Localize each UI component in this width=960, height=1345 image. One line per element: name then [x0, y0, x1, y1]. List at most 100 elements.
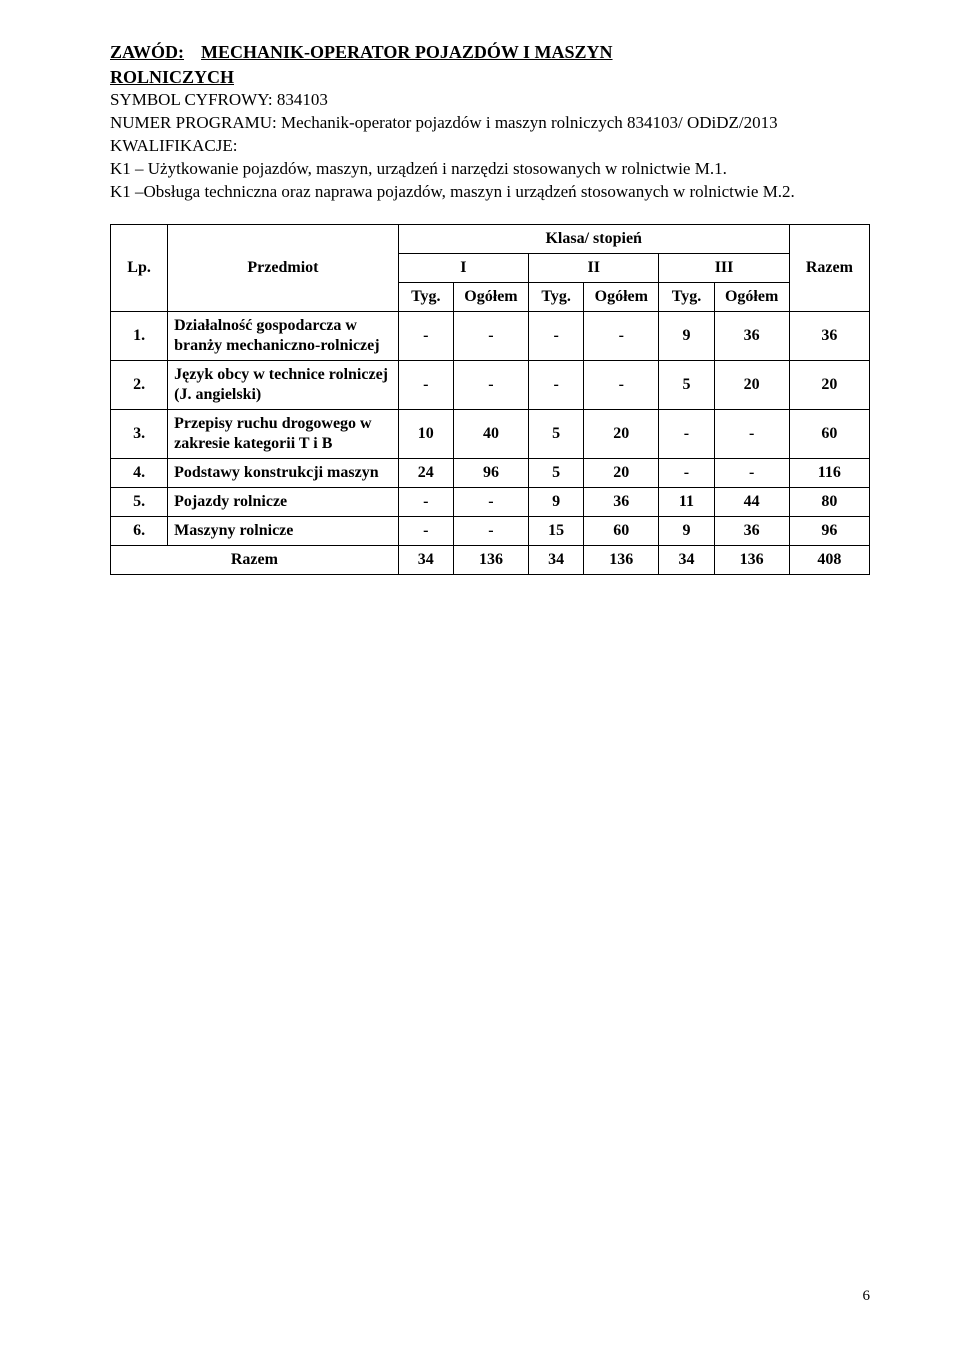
table-row-total: Razem 34 136 34 136 34 136 408: [111, 545, 870, 574]
cell-subject: Pojazdy rolnicze: [168, 487, 399, 516]
table-body: 1. Działalność gospodarcza w branży mech…: [111, 311, 870, 574]
table-row: 2. Język obcy w technice rolniczej(J. an…: [111, 360, 870, 409]
th-III: III: [659, 253, 789, 282]
th-razem: Razem: [789, 224, 869, 311]
page: ZAWÓD: MECHANIK-OPERATOR POJAZDÓW I MASZ…: [0, 0, 960, 1345]
cell: 10: [398, 409, 453, 458]
symbol-line: SYMBOL CYFROWY: 834103: [110, 89, 870, 112]
cell: 20: [584, 458, 659, 487]
cell-subject: Maszyny rolnicze: [168, 516, 399, 545]
cell: 136: [584, 545, 659, 574]
cell: -: [714, 458, 789, 487]
cell: 36: [714, 516, 789, 545]
cell: 60: [789, 409, 869, 458]
cell: 24: [398, 458, 453, 487]
numer-line: NUMER PROGRAMU: Mechanik-operator pojazd…: [110, 112, 870, 135]
cell: -: [453, 516, 528, 545]
th-III-tyg: Tyg.: [659, 282, 714, 311]
cell: -: [529, 360, 584, 409]
table-head: Lp. Przedmiot Klasa/ stopień Razem I II …: [111, 224, 870, 311]
cell: -: [453, 487, 528, 516]
cell: 34: [529, 545, 584, 574]
th-przedmiot: Przedmiot: [168, 224, 399, 311]
cell: 5: [529, 458, 584, 487]
cell-lp: 2.: [111, 360, 168, 409]
cell: 44: [714, 487, 789, 516]
th-I-tyg: Tyg.: [398, 282, 453, 311]
nbsp: [188, 43, 197, 62]
cell: 408: [789, 545, 869, 574]
th-III-ogolem: Ogółem: [714, 282, 789, 311]
th-lp: Lp.: [111, 224, 168, 311]
zawod-line-1: ZAWÓD: MECHANIK-OPERATOR POJAZDÓW I MASZ…: [110, 40, 870, 65]
symbol-value: 834103: [277, 90, 328, 109]
cell: -: [529, 311, 584, 360]
cell: -: [714, 409, 789, 458]
cell-razem-label: Razem: [111, 545, 399, 574]
cell: 34: [398, 545, 453, 574]
kwal-k2: K1 –Obsługa techniczna oraz naprawa poja…: [110, 181, 870, 204]
cell-lp: 6.: [111, 516, 168, 545]
table-row: 5. Pojazdy rolnicze - - 9 36 11 44 80: [111, 487, 870, 516]
cell: -: [398, 487, 453, 516]
cell: -: [398, 516, 453, 545]
symbol-label: SYMBOL CYFROWY:: [110, 90, 273, 109]
cell: 9: [659, 516, 714, 545]
cell: 36: [789, 311, 869, 360]
head-row-1: Lp. Przedmiot Klasa/ stopień Razem: [111, 224, 870, 253]
cell: 36: [714, 311, 789, 360]
cell: -: [453, 360, 528, 409]
th-II: II: [529, 253, 659, 282]
zawod-name-1: MECHANIK-OPERATOR POJAZDÓW I MASZYN: [201, 42, 613, 62]
numer-value: Mechanik-operator pojazdów i maszyn roln…: [281, 113, 778, 132]
page-number: 6: [863, 1288, 871, 1305]
cell-lp: 4.: [111, 458, 168, 487]
cell: 60: [584, 516, 659, 545]
cell-subject: Działalność gospodarcza w branży mechani…: [168, 311, 399, 360]
cell-subject: Przepisy ruchu drogowego w zakresie kate…: [168, 409, 399, 458]
cell: 20: [789, 360, 869, 409]
cell: 9: [529, 487, 584, 516]
cell: -: [584, 311, 659, 360]
th-II-tyg: Tyg.: [529, 282, 584, 311]
cell: 11: [659, 487, 714, 516]
cell-lp: 5.: [111, 487, 168, 516]
cell: -: [659, 409, 714, 458]
kwal-k1: K1 – Użytkowanie pojazdów, maszyn, urząd…: [110, 158, 870, 181]
cell: -: [398, 311, 453, 360]
cell: -: [659, 458, 714, 487]
zawod-name-2: ROLNICZYCH: [110, 65, 870, 89]
table-row: 1. Działalność gospodarcza w branży mech…: [111, 311, 870, 360]
cell: 36: [584, 487, 659, 516]
cell: 34: [659, 545, 714, 574]
cell: 40: [453, 409, 528, 458]
cell: 15: [529, 516, 584, 545]
table-row: 4. Podstawy konstrukcji maszyn 24 96 5 2…: [111, 458, 870, 487]
cell: 20: [714, 360, 789, 409]
numer-label: NUMER PROGRAMU:: [110, 113, 277, 132]
cell: -: [398, 360, 453, 409]
cell: 116: [789, 458, 869, 487]
table-row: 6. Maszyny rolnicze - - 15 60 9 36 96: [111, 516, 870, 545]
cell-subject: Podstawy konstrukcji maszyn: [168, 458, 399, 487]
zawod-label: ZAWÓD:: [110, 42, 184, 62]
th-I: I: [398, 253, 528, 282]
cell: 20: [584, 409, 659, 458]
cell: 9: [659, 311, 714, 360]
cell: 96: [789, 516, 869, 545]
kwal-label: KWALIFIKACJE:: [110, 135, 870, 158]
header-block: ZAWÓD: MECHANIK-OPERATOR POJAZDÓW I MASZ…: [110, 40, 870, 204]
cell: 136: [714, 545, 789, 574]
cell: -: [453, 311, 528, 360]
subjects-table: Lp. Przedmiot Klasa/ stopień Razem I II …: [110, 224, 870, 575]
cell-lp: 3.: [111, 409, 168, 458]
th-klasa: Klasa/ stopień: [398, 224, 789, 253]
cell-subject: Język obcy w technice rolniczej(J. angie…: [168, 360, 399, 409]
cell: 80: [789, 487, 869, 516]
cell: 96: [453, 458, 528, 487]
cell: 136: [453, 545, 528, 574]
cell-lp: 1.: [111, 311, 168, 360]
cell: -: [584, 360, 659, 409]
th-I-ogolem: Ogółem: [453, 282, 528, 311]
cell: 5: [529, 409, 584, 458]
